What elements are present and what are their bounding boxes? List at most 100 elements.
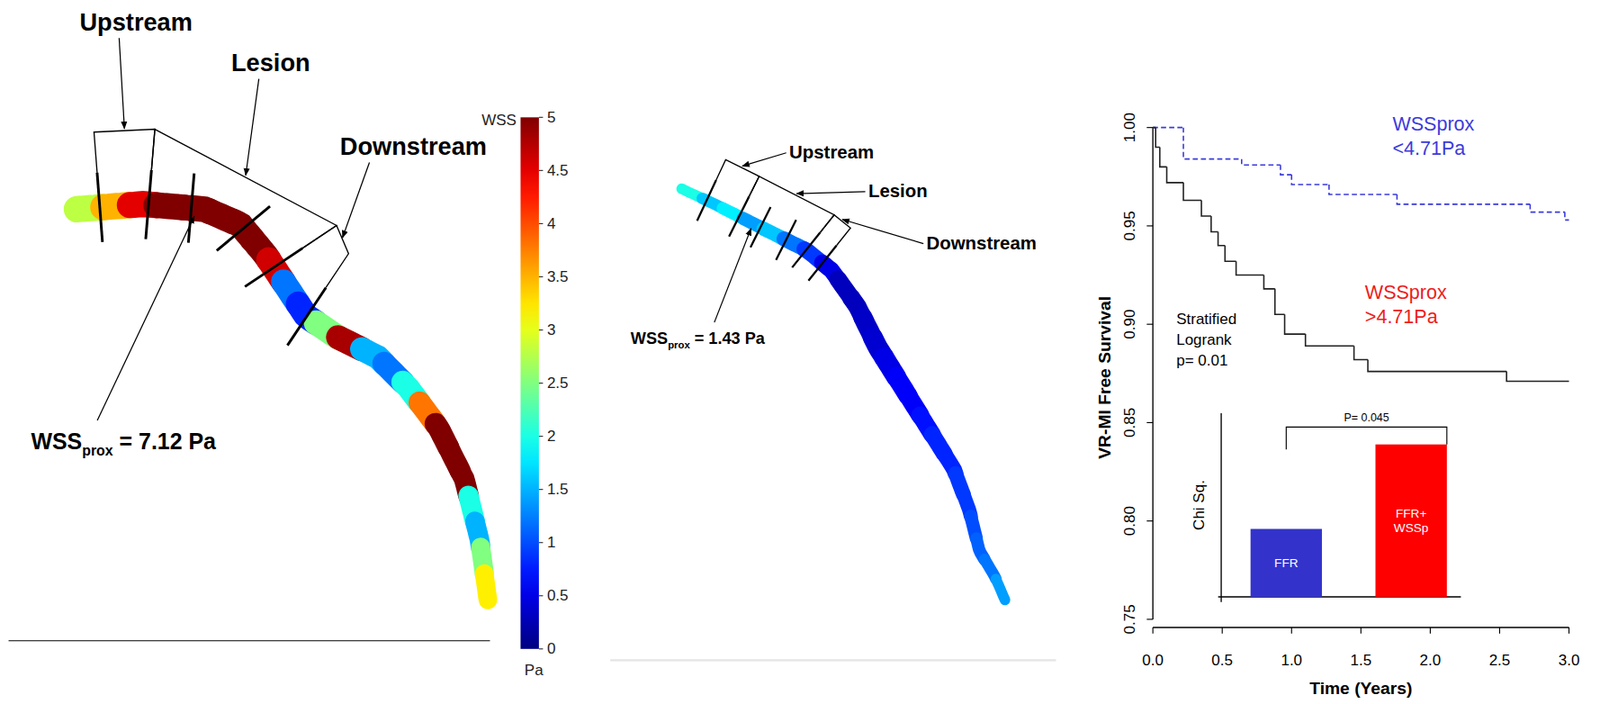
colorbar-tick [539, 223, 544, 225]
x-tick-label: 1.0 [1280, 651, 1303, 669]
curve-step [1275, 288, 1286, 315]
colorbar-tick-label: 5 [547, 108, 556, 126]
cut-line [697, 179, 717, 221]
inset-bar-label: FFR+WSSp [1393, 506, 1430, 535]
segment-label: Downstream [926, 233, 1037, 253]
curve-step [1285, 314, 1306, 334]
p-bracket [1285, 426, 1448, 450]
curve-step [1241, 159, 1281, 166]
survival-curve [1152, 127, 1569, 221]
inset-bar-chart: Chi Sq.FFRFFR+WSSpP= 0.045 [1190, 411, 1462, 603]
vessel-panel: UpstreamLesionDownstreamWSSprox = 1.43 P… [630, 142, 1037, 601]
segment-bracket [302, 224, 349, 288]
segment-label: Lesion [231, 48, 311, 77]
curve-step [1529, 204, 1565, 213]
x-axis-title: Time (Years) [1309, 678, 1412, 698]
wss-prox-subscript: prox [667, 339, 691, 351]
y-tick-label: 0.90 [1121, 309, 1139, 340]
curve-step [1155, 127, 1160, 148]
y-tick [1146, 520, 1153, 522]
colorbar-tick-label: 2 [547, 427, 556, 445]
segment-bracket [819, 215, 851, 246]
y-tick-label: 0.95 [1121, 210, 1139, 241]
p-value-label: P= 0.045 [1343, 411, 1389, 424]
cut-line [775, 219, 796, 261]
cut-line [808, 245, 836, 281]
segment-label: Downstream [340, 132, 487, 161]
figure: UpstreamLesionDownstreamWSSprox = 7.12 P… [0, 0, 1600, 704]
colorbar-tick-label: 3 [547, 321, 556, 339]
colorbar-tick-label: 4.5 [547, 161, 569, 180]
curve-step [1201, 200, 1212, 216]
colorbar-tick [539, 382, 544, 384]
x-tick [1152, 627, 1154, 634]
x-tick [1568, 627, 1570, 634]
wss-prox-label: WSSprox = 7.12 Pa [30, 428, 217, 459]
colorbar-tick-label: 0.5 [547, 586, 569, 604]
inset-bar-label: FFR [1274, 556, 1299, 570]
colorbar-title: WSS [481, 111, 517, 129]
vessel-segment [996, 578, 1006, 600]
curve-annotation: WSSprox [1365, 281, 1448, 304]
curve-step [1564, 212, 1570, 221]
label-arrow [245, 79, 260, 176]
curve-step [1354, 345, 1368, 360]
cut-line [188, 173, 194, 243]
colorbar-tick [539, 276, 544, 278]
wss-prox-subscript: prox [81, 442, 114, 459]
curve-step [1224, 245, 1236, 261]
curve-step [1183, 127, 1242, 160]
vessel-panel: UpstreamLesionDownstreamWSSprox = 7.12 P… [30, 8, 488, 600]
y-tick-label: 0.80 [1121, 505, 1139, 536]
label-arrow [342, 162, 370, 238]
km-chart: 0.750.800.850.900.951.000.00.51.01.52.02… [1095, 112, 1581, 698]
plot-area [1152, 127, 1569, 382]
inset-bar-label-line: FFR+ [1395, 506, 1427, 521]
x-tick [1499, 627, 1501, 634]
y-tick [1146, 126, 1153, 128]
y-tick [1146, 618, 1153, 620]
x-tick-label: 3.0 [1558, 651, 1581, 669]
segment-label: Lesion [868, 180, 928, 201]
panel-rule [8, 639, 491, 641]
curve-annotation: Stratified [1176, 310, 1237, 328]
x-tick [1291, 627, 1293, 634]
colorbar-tick [539, 329, 544, 331]
inset-bar-label-line: FFR [1274, 556, 1299, 570]
x-tick-label: 1.5 [1350, 651, 1373, 669]
inset-bar-label-line: WSSp [1393, 521, 1430, 535]
colorbar-tick [539, 488, 544, 490]
x-tick-label: 0.5 [1211, 651, 1233, 669]
curve-annotation: Logrank [1176, 331, 1232, 349]
colorbar-tick [539, 594, 544, 596]
colorbar-tick [539, 116, 544, 118]
curve-step [1329, 184, 1398, 195]
curve-step [1183, 182, 1202, 201]
cut-line [287, 287, 326, 345]
curve-step [1367, 359, 1507, 372]
cut-line [145, 170, 152, 240]
curve-annotation: >4.71Pa [1365, 305, 1439, 328]
curve-step [1280, 164, 1292, 175]
colorbar-tick-label: 0 [547, 639, 556, 657]
curve-step [1305, 333, 1355, 346]
label-arrow [97, 215, 195, 421]
wss-prox-label: WSSprox = 1.43 Pa [630, 329, 766, 351]
cut-line [750, 206, 771, 248]
wss-prox-suffix: = 7.12 Pa [113, 428, 217, 454]
inset-bar [1375, 444, 1447, 597]
curve-step [1396, 194, 1530, 205]
colorbar-bar [520, 116, 539, 648]
inset-y-axis [1220, 413, 1222, 603]
curve-step [1211, 215, 1219, 232]
wss-prox-prefix: WSS [30, 428, 82, 454]
colorbar-tick [539, 647, 544, 649]
y-tick-label: 0.75 [1121, 603, 1139, 634]
survival-curve [1152, 127, 1569, 382]
cut-line [728, 196, 749, 237]
x-tick-label: 0.0 [1141, 651, 1164, 669]
y-tick [1146, 224, 1153, 226]
x-tick [1222, 627, 1223, 634]
segment-bracket [93, 129, 155, 173]
label-arrow [742, 152, 787, 167]
